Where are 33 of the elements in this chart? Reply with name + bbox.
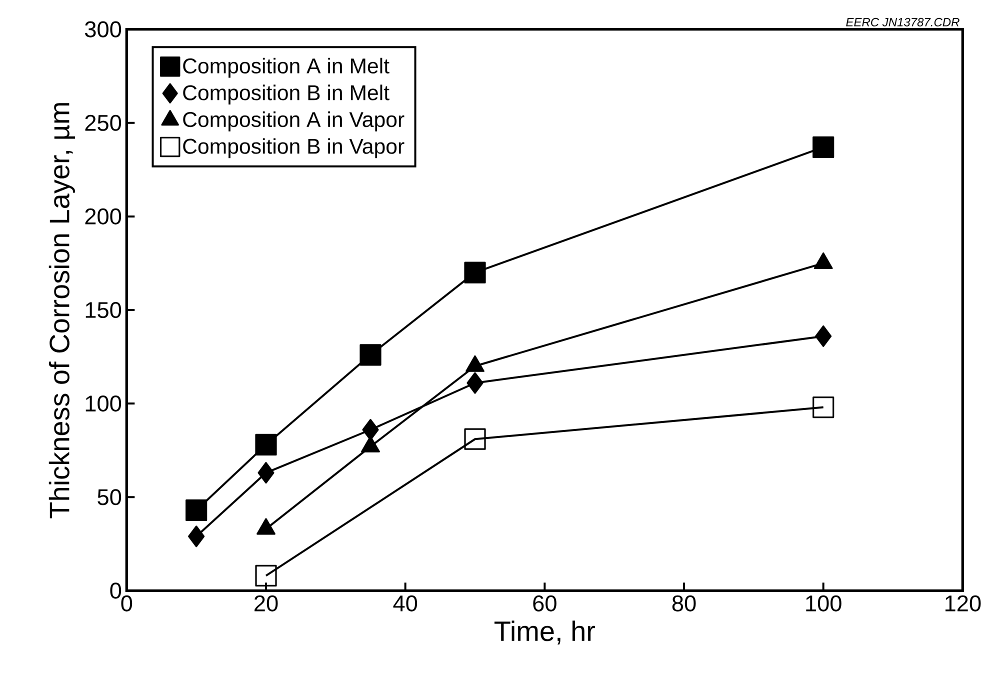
legend-label: Composition A in Melt [183,58,390,78]
y-tick-label: 50 [98,489,122,506]
x-axis-title: Time, hr [494,620,596,645]
x-tick-label: 0 [121,596,132,612]
y-tick-label: 250 [85,115,122,132]
x-tick-label: 120 [946,596,981,612]
point [464,428,486,450]
legend-label: Composition B in Vapor [183,138,404,158]
point [258,462,274,484]
text: EERC JN13787.CDR [846,18,960,27]
point [360,344,382,366]
y-tick-label: 200 [85,208,122,225]
x-tick-label: 20 [254,596,278,612]
point [186,500,208,522]
y-axis-title: Thickness of Corrosion Layer, µm [48,103,75,518]
point [188,526,205,548]
y-tick-label: 100 [86,396,122,412]
point [255,434,277,456]
y-tick-label: 300 [84,21,122,38]
x-tick-label: 60 [533,596,556,612]
point [812,136,834,158]
x-tick-label: 40 [393,596,418,612]
x-tick-label: 100 [806,596,842,612]
point [464,262,486,284]
point [812,396,834,418]
legend-label: Composition B in Melt [183,84,390,105]
point [815,326,832,348]
x-tick-label: 80 [672,596,696,612]
y-tick-label: 0 [110,582,122,599]
y-tick-label: 150 [86,302,122,318]
legend-label: Composition A in Vapor [183,112,404,132]
point [255,565,277,587]
point [466,372,484,394]
